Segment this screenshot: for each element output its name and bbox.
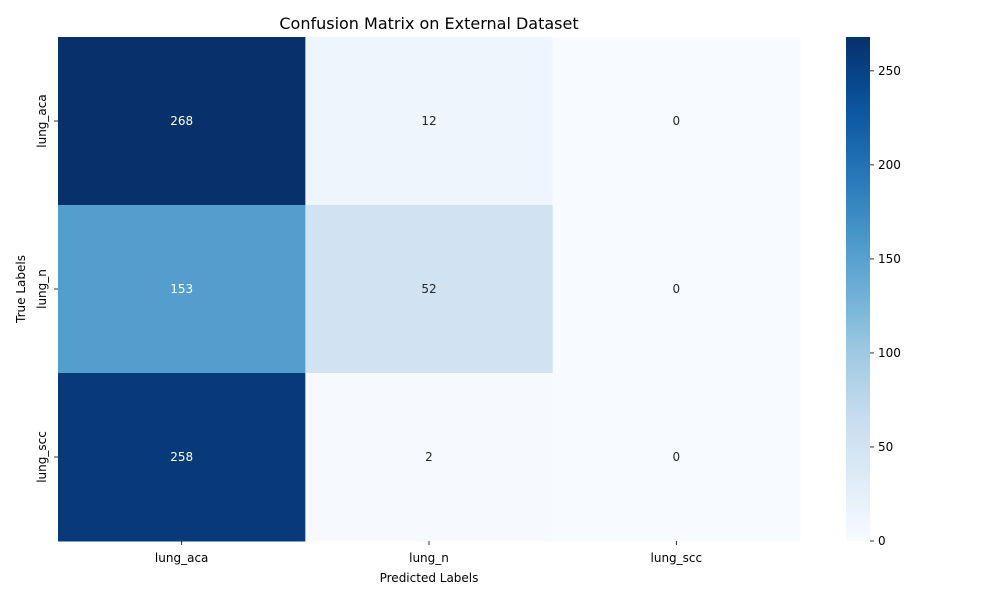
colorbar-tick-label: 200 bbox=[878, 158, 901, 172]
x-axis-ticks: lung_aca lung_n lung_scc bbox=[155, 541, 702, 565]
cell-value-label: 0 bbox=[673, 282, 681, 296]
cell-value-label: 258 bbox=[170, 450, 193, 464]
cell-value-label: 0 bbox=[673, 114, 681, 128]
heatmap-cell bbox=[58, 205, 306, 374]
heatmap-cell bbox=[305, 373, 554, 542]
heatmap-cell bbox=[552, 373, 801, 542]
x-tick-label: lung_aca bbox=[155, 551, 208, 565]
y-tick-label: lung_aca bbox=[35, 94, 49, 147]
colorbar bbox=[846, 37, 870, 541]
cell-value-label: 2 bbox=[425, 450, 433, 464]
colorbar-tick-label: 150 bbox=[878, 252, 901, 266]
heatmap-cell bbox=[305, 37, 554, 206]
heatmap-cells bbox=[58, 37, 801, 542]
x-tick-label: lung_n bbox=[409, 551, 449, 565]
colorbar-tick-label: 250 bbox=[878, 64, 901, 78]
heatmap-cell-labels: 268 12 0 153 52 0 258 2 0 bbox=[170, 114, 680, 464]
cell-value-label: 52 bbox=[421, 282, 436, 296]
cell-value-label: 0 bbox=[673, 450, 681, 464]
heatmap-cell bbox=[58, 37, 306, 206]
y-axis-ticks: lung_aca lung_n lung_scc bbox=[35, 94, 58, 483]
colorbar-tick-label: 100 bbox=[878, 346, 901, 360]
colorbar-tick-label: 0 bbox=[878, 534, 886, 548]
heatmap-cell bbox=[305, 205, 554, 374]
colorbar-tick-label: 50 bbox=[878, 440, 893, 454]
cell-value-label: 12 bbox=[421, 114, 436, 128]
heatmap-cell bbox=[552, 205, 801, 374]
colorbar-ticks: 0 50 100 150 200 250 bbox=[870, 64, 901, 548]
x-tick-label: lung_scc bbox=[651, 551, 703, 565]
cell-value-label: 153 bbox=[170, 282, 193, 296]
y-tick-label: lung_n bbox=[35, 269, 49, 309]
heatmap-cell bbox=[58, 373, 306, 542]
heatmap-cell bbox=[552, 37, 801, 206]
y-tick-label: lung_scc bbox=[35, 431, 49, 483]
x-axis-label: Predicted Labels bbox=[380, 571, 479, 585]
chart-title: Confusion Matrix on External Dataset bbox=[279, 14, 578, 33]
cell-value-label: 268 bbox=[170, 114, 193, 128]
y-axis-label: True Labels bbox=[14, 255, 28, 324]
